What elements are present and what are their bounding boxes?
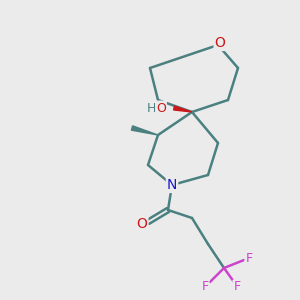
Text: O: O <box>214 36 225 50</box>
Text: F: F <box>245 253 253 266</box>
Text: H: H <box>146 101 156 115</box>
Text: F: F <box>233 280 241 293</box>
Polygon shape <box>131 126 158 135</box>
Text: F: F <box>201 280 208 293</box>
Polygon shape <box>174 106 192 112</box>
Text: O: O <box>156 101 166 115</box>
Text: N: N <box>167 178 177 192</box>
Text: O: O <box>136 217 147 231</box>
